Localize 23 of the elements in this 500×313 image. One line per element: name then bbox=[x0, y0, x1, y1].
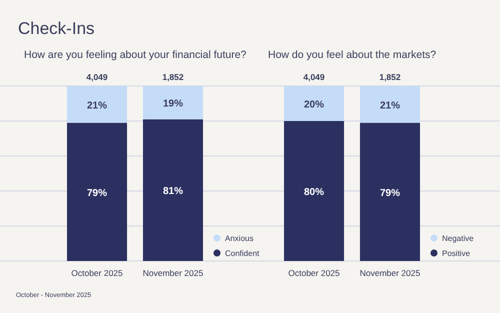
x-tick-label: October 2025 bbox=[288, 268, 340, 278]
legend-label: Negative bbox=[442, 234, 474, 243]
legend-label: Positive bbox=[442, 249, 471, 258]
annotation: 1,852 bbox=[162, 72, 184, 82]
data-label: 79% bbox=[380, 188, 400, 199]
annotation: 4,049 bbox=[86, 72, 108, 82]
data-label: 81% bbox=[162, 186, 184, 198]
x-tick-label: October 2025 bbox=[71, 268, 124, 278]
annotation: 4,049 bbox=[303, 72, 325, 82]
data-label: 20% bbox=[304, 100, 324, 110]
annotation: 1,852 bbox=[379, 72, 401, 82]
chart-subtitle: How do you feel about the markets? bbox=[268, 49, 436, 61]
data-label: 21% bbox=[87, 100, 108, 112]
legend-label: Confident bbox=[225, 249, 260, 258]
chart-title: Check-Ins bbox=[18, 19, 95, 38]
data-label: 21% bbox=[380, 100, 400, 112]
chart-subtitle: How are you feeling about your financial future? bbox=[24, 49, 247, 61]
x-tick-label: November 2025 bbox=[142, 268, 204, 278]
legend-label: Anxious bbox=[225, 234, 254, 243]
x-tick-label: November 2025 bbox=[360, 268, 420, 278]
data-label: 79% bbox=[87, 188, 108, 199]
data-label: 19% bbox=[162, 98, 184, 110]
data-label: 80% bbox=[304, 187, 324, 198]
